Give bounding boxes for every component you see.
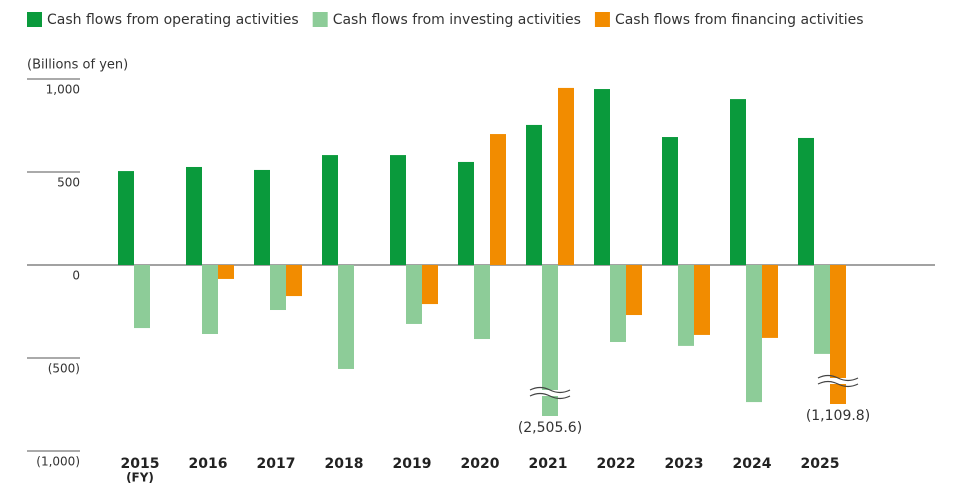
bar: [746, 265, 762, 403]
x-tick-label: 2015: [121, 456, 160, 472]
bar: [322, 155, 338, 265]
bar: [798, 137, 814, 265]
bar: [286, 265, 302, 297]
bar: [678, 265, 694, 346]
bar: [594, 89, 610, 265]
break-mark: [529, 392, 571, 400]
legend-label: Cash flows from financing activities: [615, 12, 864, 28]
y-tick-label: 0: [72, 269, 80, 283]
bar: [814, 265, 830, 354]
x-tick-label: 2020: [461, 456, 500, 472]
bar: [558, 87, 574, 265]
x-tick-label: 2024: [733, 456, 772, 472]
bar: [186, 166, 202, 265]
bar: [694, 265, 710, 335]
bar: [422, 265, 438, 305]
break-gap: [818, 378, 858, 384]
x-tick-label: 2016: [189, 456, 228, 472]
bar: [662, 137, 678, 265]
break-mark: [817, 380, 859, 388]
bar: [542, 265, 558, 416]
legend-swatch: [594, 12, 610, 27]
y-tick-label: (500): [48, 362, 80, 376]
legend-label: Cash flows from operating activities: [47, 12, 299, 28]
bar: [626, 265, 642, 316]
bar: [254, 169, 270, 265]
x-tick-label: 2019: [393, 456, 432, 472]
bar: [270, 265, 286, 311]
bar: [218, 265, 234, 279]
y-tick-label: 500: [57, 176, 80, 190]
bar: [458, 161, 474, 265]
legend-swatch: [27, 12, 42, 27]
bar: [390, 155, 406, 265]
y-tick-label: (1,000): [36, 455, 80, 469]
bar: [490, 134, 506, 265]
value-label: (1,109.8): [806, 408, 870, 424]
break-mark: [817, 374, 859, 382]
y-tick-label: 1,000: [46, 83, 80, 97]
bar: [730, 99, 746, 265]
x-tick-label: 2023: [665, 456, 704, 472]
x-tick-label: 2017: [257, 456, 296, 472]
bar: [526, 124, 542, 265]
x-tick-label: 2025: [801, 456, 840, 472]
bar: [118, 171, 134, 265]
legend-label: Cash flows from investing activities: [333, 12, 581, 28]
x-tick-label: 2021: [529, 456, 568, 472]
bar: [134, 265, 150, 329]
bar: [338, 265, 354, 369]
break-gap: [530, 390, 570, 396]
x-axis-note: (FY): [126, 471, 154, 484]
y-axis-label: (Billions of yen): [27, 58, 128, 73]
bar: [610, 265, 626, 343]
bar: [202, 265, 218, 335]
bar: [406, 265, 422, 324]
bar: [474, 265, 490, 340]
value-label: (2,505.6): [518, 420, 582, 436]
bar: [830, 265, 846, 404]
x-tick-label: 2022: [597, 456, 636, 472]
legend-swatch: [312, 12, 328, 27]
bar: [762, 265, 778, 338]
x-tick-label: 2018: [325, 456, 364, 472]
break-mark: [529, 386, 571, 394]
